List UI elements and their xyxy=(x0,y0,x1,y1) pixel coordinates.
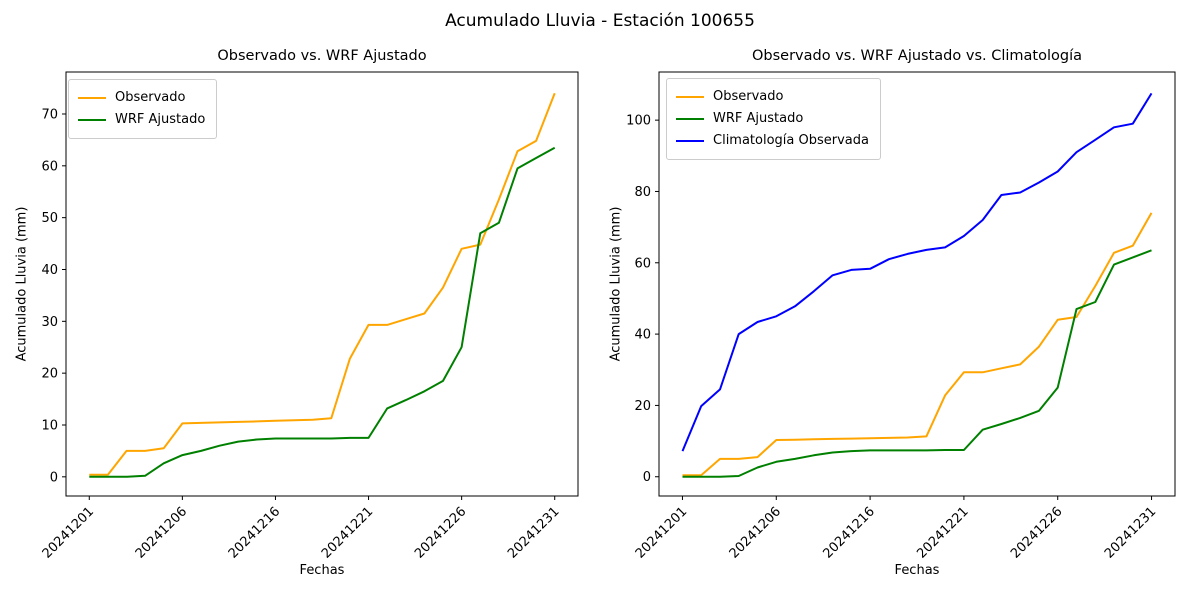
svg-text:0: 0 xyxy=(643,470,651,485)
svg-text:60: 60 xyxy=(634,256,651,271)
climatologia-line-swatch xyxy=(676,140,704,142)
svg-text:20241206: 20241206 xyxy=(727,504,784,561)
svg-text:20241201: 20241201 xyxy=(40,504,97,561)
svg-text:40: 40 xyxy=(634,328,651,343)
svg-text:10: 10 xyxy=(41,418,58,433)
svg-text:60: 60 xyxy=(41,159,58,174)
wrf-ajustado-line-swatch xyxy=(78,119,106,121)
wrf-ajustado-line-swatch xyxy=(676,118,704,120)
legend-item-observado: Observado xyxy=(676,86,869,108)
legend-label-observado: Observado xyxy=(713,89,784,104)
svg-text:20241221: 20241221 xyxy=(319,504,376,561)
svg-text:20241201: 20241201 xyxy=(633,504,690,561)
right-chart-plot-area: 0 20 40 60 80 100 20241201 20241206 20241216 2024… xyxy=(626,71,1176,562)
svg-text:70: 70 xyxy=(41,107,58,122)
legend-item-wrf-ajustado: WRF Ajustado xyxy=(78,109,205,131)
svg-text:40: 40 xyxy=(41,263,58,278)
legend-item-climatologia: Climatología Observada xyxy=(676,130,869,152)
svg-text:20241206: 20241206 xyxy=(133,504,190,561)
right-chart-legend: Observado WRF Ajustado Climatología Obse… xyxy=(666,78,881,160)
right-chart-title: Observado vs. WRF Ajustado vs. Climatolo… xyxy=(752,48,1082,64)
left-chart-legend: Observado WRF Ajustado xyxy=(68,79,218,139)
svg-text:20241231: 20241231 xyxy=(1102,504,1159,561)
svg-text:20241221: 20241221 xyxy=(914,504,971,561)
right-chart-xlabel: Fechas xyxy=(894,563,940,578)
svg-text:80: 80 xyxy=(634,185,651,200)
svg-text:20241216: 20241216 xyxy=(226,504,283,561)
legend-label-climatologia: Climatología Observada xyxy=(713,133,869,148)
observado-line-swatch xyxy=(676,96,704,98)
legend-item-wrf-ajustado: WRF Ajustado xyxy=(676,108,869,130)
left-chart-title: Observado vs. WRF Ajustado xyxy=(217,48,427,64)
svg-text:20241231: 20241231 xyxy=(505,504,562,561)
svg-text:100: 100 xyxy=(626,114,651,129)
svg-text:30: 30 xyxy=(41,315,58,330)
left-chart-xlabel: Fechas xyxy=(299,563,345,578)
svg-text:20241216: 20241216 xyxy=(821,504,878,561)
svg-text:20: 20 xyxy=(634,399,651,414)
svg-text:0: 0 xyxy=(50,470,58,485)
legend-item-observado: Observado xyxy=(78,87,205,109)
svg-text:20241226: 20241226 xyxy=(1008,504,1065,561)
observado-line-swatch xyxy=(78,97,106,99)
svg-text:20241226: 20241226 xyxy=(412,504,469,561)
left-chart-plot-area: 0 10 20 30 40 50 60 70 20241201 20241206 20241216 2… xyxy=(40,71,579,562)
svg-text:50: 50 xyxy=(41,211,58,226)
legend-label-wrf-ajustado: WRF Ajustado xyxy=(713,111,804,126)
legend-label-wrf-ajustado: WRF Ajustado xyxy=(115,112,206,127)
legend-label-observado: Observado xyxy=(115,90,186,105)
svg-text:20: 20 xyxy=(41,367,58,382)
figure-title: Acumulado Lluvia - Estación 100655 xyxy=(445,11,755,31)
